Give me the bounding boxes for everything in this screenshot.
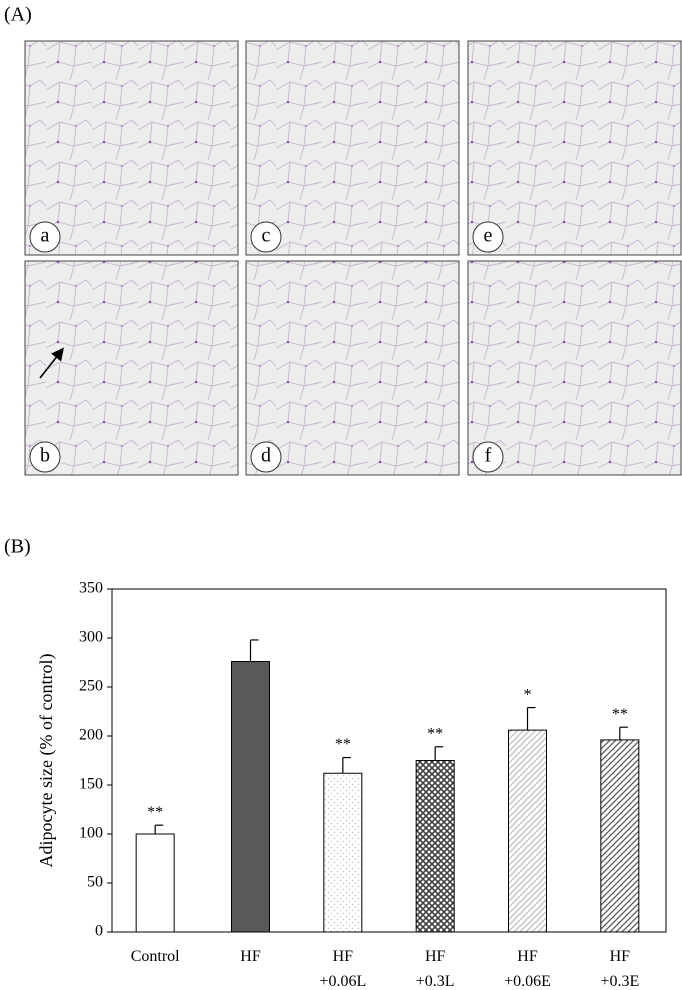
panel-label: (A) [4,4,32,26]
y-tick-label: 200 [79,727,103,744]
significance-label: ** [427,725,443,742]
bar [323,772,363,933]
image-label-badge [250,441,282,473]
bar [508,729,547,933]
image-label-badge [250,221,282,253]
y-axis-label: Adipocyte size (% of control) [36,654,57,868]
micrograph [467,40,682,256]
significance-label: ** [335,736,351,753]
bar [415,760,455,933]
image-label: d [261,445,271,467]
y-tick-label: 50 [87,874,103,891]
y-tick-label: 350 [79,580,103,597]
significance-label: ** [612,706,628,723]
x-tick-label: HF +0.3E [600,948,639,990]
image-label: c [262,225,271,247]
y-tick-label: 250 [79,678,103,695]
micrograph [467,260,682,476]
image-label-badge [472,221,504,253]
arrow [39,347,64,379]
significance-label: * [524,686,532,703]
x-tick-label: HF [240,948,261,965]
x-tick-label: HF +0.06E [504,948,551,990]
significance-label: ** [147,804,163,821]
image-label-badge [472,441,504,473]
y-tick-label: 0 [95,923,103,940]
image-label: e [484,225,493,247]
image-label: a [41,225,50,247]
micrograph [245,40,460,256]
image-label-badge [29,441,61,473]
plot-frame [111,588,667,933]
panel-label: (B) [4,536,31,558]
micrograph [24,260,239,476]
x-tick-label: HF +0.06L [319,948,366,990]
y-tick-label: 150 [79,776,103,793]
bar [231,661,270,933]
y-tick-label: 300 [79,629,103,646]
micrograph [24,40,239,256]
x-tick-label: HF +0.3L [416,948,455,990]
image-label: b [40,445,50,467]
image-label-badge [29,221,61,253]
bar [600,739,640,933]
x-tick-label: Control [131,948,180,965]
y-tick-label: 100 [79,825,103,842]
micrograph [245,260,460,476]
bar [135,833,175,933]
image-label: f [485,445,492,467]
